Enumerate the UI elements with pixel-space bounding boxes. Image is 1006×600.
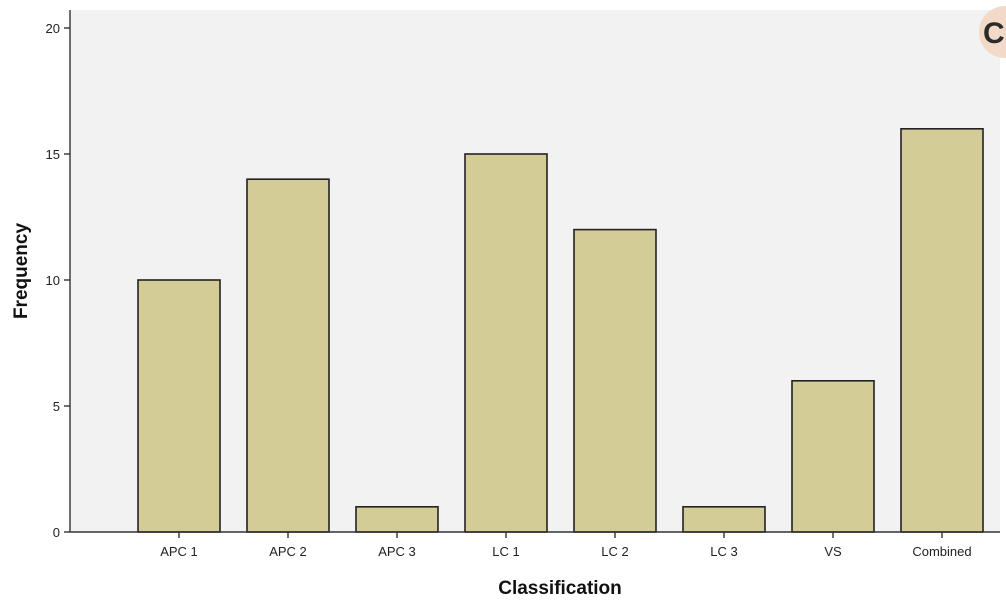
bars-group <box>137 128 984 533</box>
y-tick-label: 5 <box>53 399 60 414</box>
y-axis-title: Frequency <box>11 223 32 320</box>
x-tick-label: VS <box>824 544 842 559</box>
bar-lc-2 <box>573 228 657 533</box>
x-tick-label: APC 3 <box>378 544 416 559</box>
x-tick-label: LC 1 <box>492 544 519 559</box>
panel-label-badge: C <box>979 6 1006 58</box>
y-tick-label: 10 <box>46 273 60 288</box>
x-axis-title: Classification <box>498 578 622 599</box>
bar-lc-3 <box>682 505 766 533</box>
y-tick-label: 0 <box>53 525 60 540</box>
x-tick-label: LC 3 <box>710 544 737 559</box>
bar-apc-3 <box>355 505 439 533</box>
y-tick-label: 15 <box>46 147 60 162</box>
panel-label-circle <box>979 6 1006 58</box>
bar-lc-1 <box>464 153 548 533</box>
bar-combined <box>900 128 984 533</box>
x-tick-label: LC 2 <box>601 544 628 559</box>
panel-label: C <box>983 17 1005 50</box>
x-ticks-group: APC 1 APC 2 APC 3 LC 1 LC 2 LC 3 VS Combined <box>160 532 972 559</box>
x-tick-label: Combined <box>912 544 971 559</box>
bar-apc-2 <box>246 178 330 533</box>
bar-apc-1 <box>137 279 221 533</box>
bar-vs <box>791 379 875 533</box>
y-ticks-group: 0 5 10 15 20 <box>46 21 70 540</box>
y-tick-label: 20 <box>46 21 60 36</box>
x-tick-label: APC 1 <box>160 544 198 559</box>
x-tick-label: APC 2 <box>269 544 307 559</box>
